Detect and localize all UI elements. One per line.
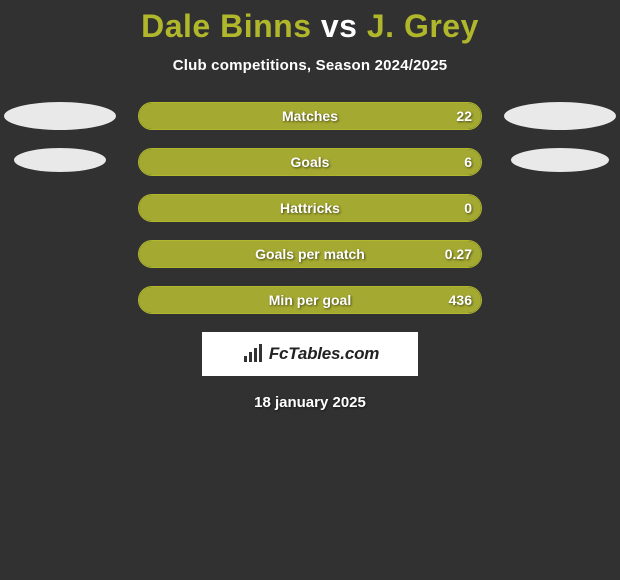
subtitle: Club competitions, Season 2024/2025 [0, 57, 620, 74]
stat-label: Goals [291, 154, 330, 170]
page-title: Dale Binns vs J. Grey [0, 0, 620, 45]
comparison-chart: Matches 22 Goals 6 Hattricks 0 Goals per match… [0, 102, 620, 314]
stat-row: Min per goal 436 [138, 286, 482, 314]
vs-text: vs [321, 8, 358, 44]
stat-value-right: 0.27 [445, 246, 472, 262]
player2-portrait-placeholder [504, 102, 616, 130]
stat-row: Goals 6 [138, 148, 482, 176]
bars-container: Matches 22 Goals 6 Hattricks 0 Goals per match… [138, 102, 482, 314]
player1-portrait-placeholder [14, 148, 106, 172]
stat-label: Hattricks [280, 200, 340, 216]
left-portrait-column [0, 102, 120, 172]
stat-row: Matches 22 [138, 102, 482, 130]
stat-label: Min per goal [269, 292, 351, 308]
player2-portrait-placeholder [511, 148, 609, 172]
stat-label: Matches [282, 108, 338, 124]
barchart-icon [241, 342, 265, 366]
fctables-logo[interactable]: FcTables.com [202, 332, 418, 376]
player1-name: Dale Binns [141, 8, 311, 44]
stat-value-right: 436 [449, 292, 472, 308]
stat-row: Hattricks 0 [138, 194, 482, 222]
date-line: 18 january 2025 [0, 394, 620, 411]
stat-label: Goals per match [255, 246, 365, 262]
player1-portrait-placeholder [4, 102, 116, 130]
stat-value-right: 22 [456, 108, 472, 124]
stat-row: Goals per match 0.27 [138, 240, 482, 268]
right-portrait-column [500, 102, 620, 172]
logo-text: FcTables.com [269, 344, 379, 364]
player2-name: J. Grey [367, 8, 479, 44]
stat-value-right: 6 [464, 154, 472, 170]
stat-value-right: 0 [464, 200, 472, 216]
